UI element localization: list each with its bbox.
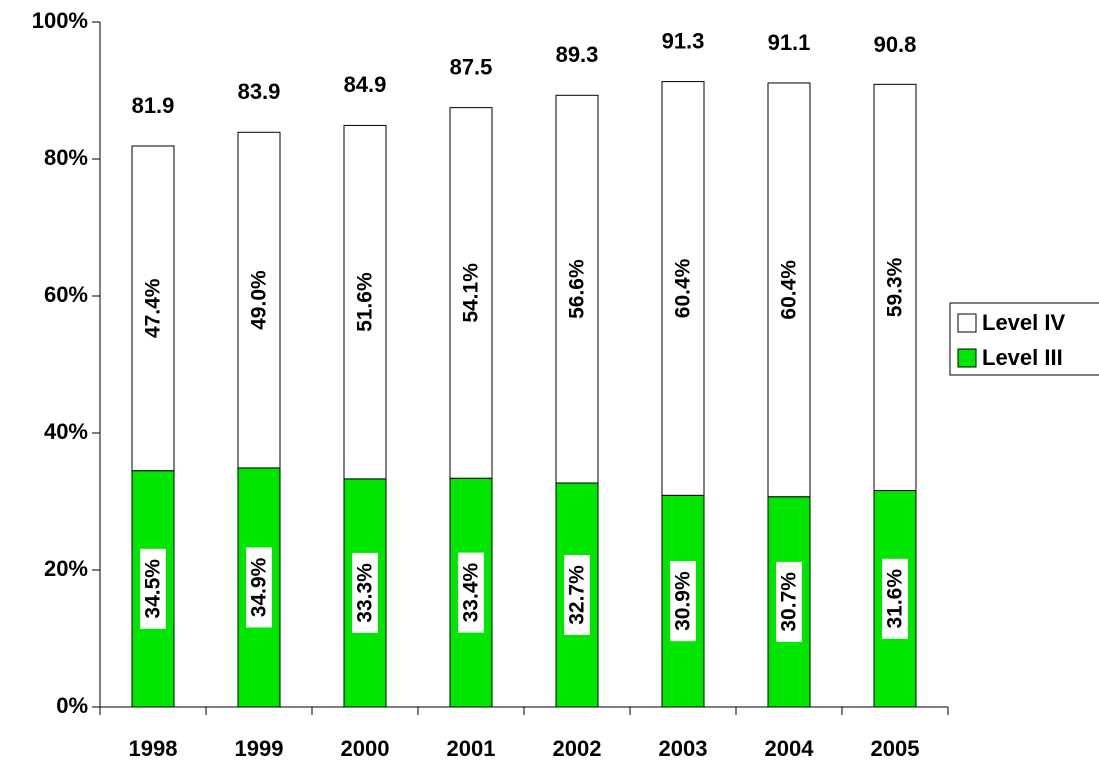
- y-tick-label: 100%: [32, 8, 88, 33]
- value-label-group: 60.4%: [672, 258, 695, 318]
- value-label-group: 47.4%: [142, 278, 165, 338]
- y-tick-label: 40%: [44, 419, 88, 444]
- value-label: 31.6%: [884, 569, 907, 629]
- bar-segment: [237, 131, 281, 469]
- legend-label: Level IV: [982, 310, 1065, 335]
- value-label: 47.4%: [142, 278, 165, 338]
- value-label: 56.6%: [566, 259, 589, 319]
- legend-label: Level III: [982, 345, 1063, 370]
- value-label-bg: [140, 548, 166, 629]
- value-label-bg: [882, 558, 908, 639]
- total-label: 83.9: [238, 79, 281, 104]
- legend-swatch: [957, 313, 977, 333]
- y-tick-label: 0%: [56, 693, 88, 718]
- value-label: 30.7%: [778, 572, 801, 632]
- y-tick-label: 60%: [44, 282, 88, 307]
- value-label-group: 60.4%: [778, 260, 801, 320]
- x-tick-label: 2000: [341, 736, 390, 761]
- x-tick-label: 2003: [659, 736, 708, 761]
- value-label-bg: [352, 552, 378, 633]
- value-label-bg: [670, 561, 696, 642]
- value-label: 54.1%: [460, 263, 483, 323]
- value-label-group: 59.3%: [884, 257, 907, 317]
- value-label-group: 51.6%: [354, 272, 377, 332]
- value-label-group: 33.3%: [352, 552, 378, 633]
- value-label: 59.3%: [884, 257, 907, 317]
- x-tick-label: 2001: [447, 736, 496, 761]
- bar-segment: [873, 83, 917, 492]
- y-tick-label: 20%: [44, 556, 88, 581]
- value-label: 30.9%: [672, 571, 695, 631]
- total-label: 89.3: [556, 42, 599, 67]
- total-label: 87.5: [450, 54, 493, 79]
- x-tick-label: 2002: [553, 736, 602, 761]
- value-label-group: 34.5%: [140, 548, 166, 629]
- value-label: 60.4%: [672, 258, 695, 318]
- bar-segment: [131, 145, 175, 472]
- bar-segment: [343, 124, 387, 480]
- x-tick-label: 2005: [871, 736, 920, 761]
- value-label-group: 56.6%: [566, 259, 589, 319]
- x-tick-label: 1998: [129, 736, 178, 761]
- value-label: 34.9%: [248, 557, 271, 617]
- value-label-group: 34.9%: [246, 547, 272, 628]
- value-label: 34.5%: [142, 559, 165, 619]
- value-label-bg: [564, 555, 590, 636]
- value-label: 33.3%: [354, 563, 377, 623]
- total-label: 91.3: [662, 28, 705, 53]
- value-label-bg: [246, 547, 272, 628]
- value-label-group: 49.0%: [248, 270, 271, 330]
- x-tick-label: 2004: [765, 736, 815, 761]
- value-label-bg: [458, 552, 484, 633]
- value-label-group: 31.6%: [882, 558, 908, 639]
- total-label: 91.1: [768, 30, 811, 55]
- total-label: 81.9: [132, 93, 175, 118]
- y-tick-label: 80%: [44, 145, 88, 170]
- value-label: 49.0%: [248, 270, 271, 330]
- bar-segment: [555, 94, 599, 484]
- total-label: 90.8: [874, 32, 917, 57]
- bar-segment: [449, 107, 493, 479]
- bar-segment: [661, 81, 705, 496]
- value-label: 33.4%: [460, 563, 483, 623]
- value-label-group: 33.4%: [458, 552, 484, 633]
- value-label: 32.7%: [566, 565, 589, 625]
- value-label-group: 32.7%: [564, 555, 590, 636]
- value-label-group: 30.7%: [776, 561, 802, 642]
- value-label: 60.4%: [778, 260, 801, 320]
- total-label: 84.9: [344, 72, 387, 97]
- value-label-bg: [776, 561, 802, 642]
- bar-segment: [767, 82, 811, 498]
- value-label: 51.6%: [354, 272, 377, 332]
- legend-swatch: [957, 348, 977, 368]
- value-label-group: 30.9%: [670, 561, 696, 642]
- value-label-group: 54.1%: [460, 263, 483, 323]
- x-tick-label: 1999: [235, 736, 284, 761]
